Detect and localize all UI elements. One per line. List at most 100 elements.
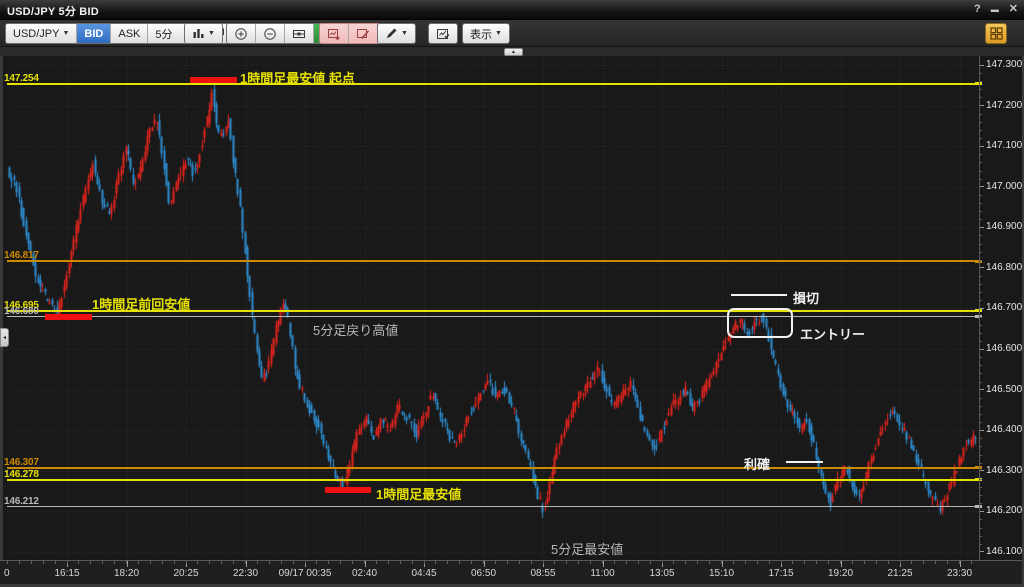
time-axis-minor-tick [90,561,92,564]
time-axis-minor-tick [245,561,246,564]
time-axis-tick [781,561,782,567]
price-axis-tick [980,186,984,188]
display-group: 表示 ▼ [462,23,510,44]
time-axis-tick [305,561,306,567]
candlestick-chart[interactable] [7,56,978,560]
time-axis-minor-tick [459,561,461,564]
time-axis-minor-tick [578,561,580,564]
price-axis-minor-tick [980,178,982,180]
bid-button[interactable]: BID [77,24,112,43]
time-axis-label: 15:10 [708,568,735,579]
price-axis-minor-tick [980,121,982,123]
help-icon[interactable]: ? [974,3,981,15]
price-axis-minor-tick [980,422,982,424]
fit-width-button[interactable] [285,24,314,43]
chart-type-button[interactable]: ▼ [185,24,222,43]
time-axis-tick [959,561,961,567]
time-axis-minor-tick [947,561,949,564]
time-axis-tick [840,561,842,567]
time-axis[interactable]: 0 16:15 18:20 20:25 22:30 09/17 00:35 02:40 04:… [0,560,1022,584]
close-icon[interactable]: ✕ [1008,3,1018,15]
add-chart-icon [328,28,340,40]
time-axis-minor-tick [697,561,699,564]
time-axis-minor-tick [423,561,425,564]
draw-tools-button[interactable]: ▼ [378,24,415,43]
time-axis-tick [900,561,901,567]
zoom-out-button[interactable] [256,24,285,43]
maximize-icon[interactable]: ▬ [990,5,999,14]
price-axis-minor-tick [980,381,982,383]
layout-grid-icon [989,27,1003,40]
time-axis-tick [126,561,128,567]
ask-button[interactable]: ASK [111,24,149,43]
display-menu-button[interactable]: 表示 ▼ [463,24,509,43]
time-axis-minor-tick [625,561,627,564]
add-chart-button[interactable] [320,24,349,43]
price-axis-tick [980,64,984,66]
price-axis-minor-tick [980,462,982,464]
price-axis-tick [980,267,984,269]
symbol-select[interactable]: USD/JPY ▼ [6,24,78,43]
price-axis-label: 146.200 [986,505,1023,517]
time-axis-minor-tick [375,561,377,564]
price-axis-minor-tick [980,276,982,278]
time-axis-minor-tick [709,561,711,564]
price-axis-minor-tick [980,397,982,399]
price-axis-minor-tick [980,487,982,489]
time-axis-minor-tick [292,561,294,564]
title-bar[interactable]: USD/JPY 5分 BID ? ▬ ✕ [0,0,1024,20]
time-axis-minor-tick [7,561,8,564]
time-axis-minor-tick [352,561,354,564]
price-axis-minor-tick [980,243,982,245]
price-axis-minor-tick [980,503,982,505]
time-axis-label: 16:15 [54,568,80,579]
edit-chart-button[interactable] [349,24,378,43]
draw-icon [387,28,397,38]
price-axis-label: 146.600 [986,343,1023,355]
layout-grid-button[interactable] [985,23,1007,44]
time-axis-minor-tick [554,561,556,564]
edit-chart-icon [357,28,369,39]
price-axis-tick [980,348,984,350]
zoom-in-button[interactable] [227,24,256,43]
time-axis-minor-tick [447,561,449,564]
price-axis-minor-tick [980,438,982,440]
price-axis-minor-tick [980,219,982,221]
time-axis-minor-tick [566,561,568,564]
collapse-left-handle[interactable]: ◂ [0,328,9,347]
time-axis-minor-tick [66,561,68,564]
time-axis-minor-tick [114,561,116,564]
price-axis[interactable]: 147.300 147.200 147.100 147.000 146.900 146.8… [979,56,1022,560]
price-axis-tick [980,145,984,147]
time-axis-minor-tick [102,561,104,564]
chevron-down-icon: ▼ [401,30,408,37]
time-axis-minor-tick [340,561,342,564]
zoom-in-icon [235,27,247,40]
price-axis-minor-tick [980,413,982,415]
time-axis-minor-tick [256,561,258,564]
collapse-top-handle[interactable]: ▲ [504,48,523,56]
price-axis-minor-tick [980,357,982,359]
time-axis-minor-tick [209,561,211,564]
time-axis-minor-tick [613,561,615,564]
time-axis-minor-tick [78,561,80,564]
price-axis-minor-tick [980,97,982,99]
time-axis-minor-tick [649,561,651,564]
price-axis-minor-tick [980,89,982,91]
chevron-down-icon: ▼ [495,30,502,37]
price-axis-minor-tick [980,543,982,545]
price-axis-minor-tick [980,446,982,448]
price-axis-minor-tick [980,113,982,115]
draw-group: ▼ [377,23,416,44]
time-axis-minor-tick [863,561,865,564]
time-axis-minor-tick [161,561,163,564]
chart-options-button[interactable] [429,24,457,43]
price-axis-minor-tick [980,292,982,294]
price-axis-label: 146.300 [986,464,1023,476]
price-axis-label: 147.000 [986,180,1023,192]
time-axis-minor-tick [411,561,413,564]
price-axis-minor-tick [980,73,982,75]
time-axis-label: 22:30 [232,568,259,579]
price-axis-tick [980,429,984,431]
price-axis-minor-tick [980,332,982,334]
